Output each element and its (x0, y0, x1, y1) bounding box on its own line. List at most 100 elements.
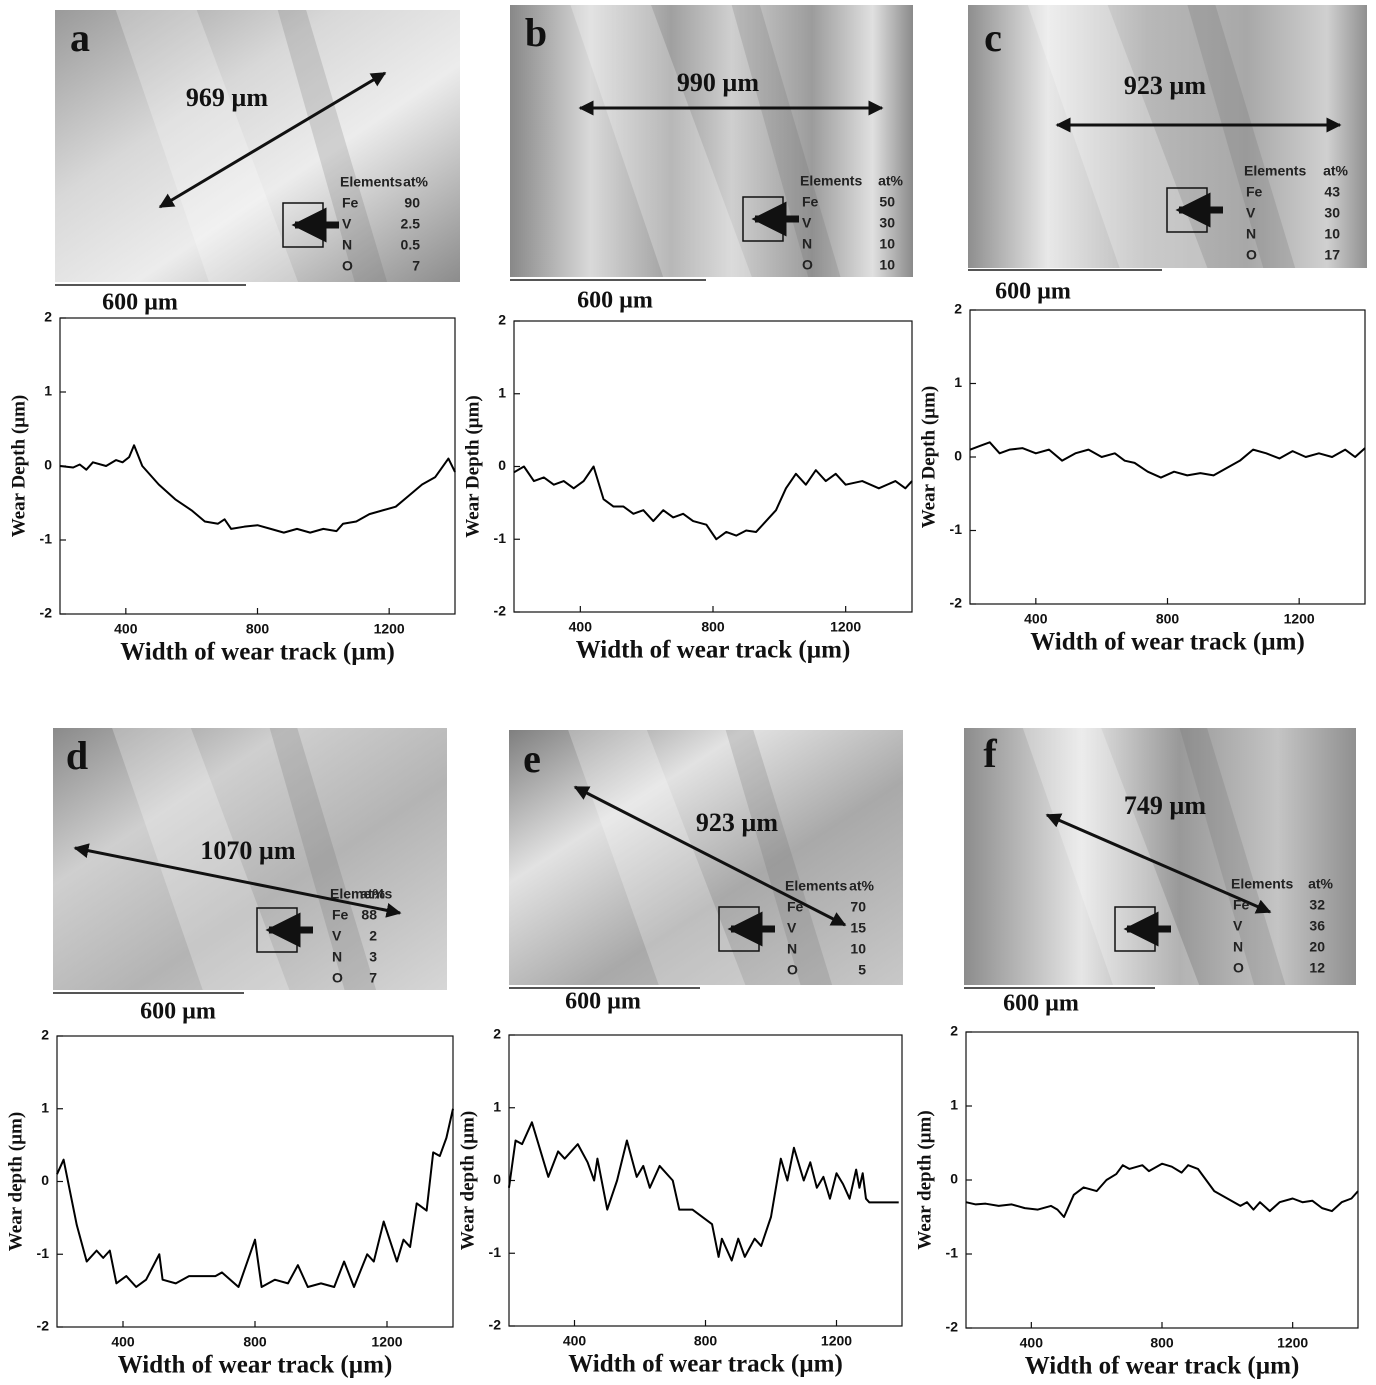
x-tick-label: 400 (1024, 611, 1048, 627)
panel-letter: e (523, 736, 541, 781)
element-percent: 43 (1324, 184, 1340, 200)
y-tick-label: 0 (950, 1171, 958, 1187)
x-tick-label: 800 (1156, 611, 1180, 627)
y-tick-label: 2 (44, 309, 52, 325)
wear-band (570, 5, 752, 277)
element-name: Fe (332, 907, 349, 923)
x-tick-label: 400 (563, 1333, 587, 1349)
x-tick-label: 800 (701, 619, 725, 635)
element-name: V (802, 215, 812, 231)
table-header: at% (849, 878, 874, 894)
element-name: O (332, 970, 343, 986)
y-tick-label: 1 (41, 1099, 49, 1115)
element-name: V (787, 920, 797, 936)
element-percent: 32 (1309, 897, 1325, 913)
panel-letter: c (984, 15, 1002, 60)
x-axis-label: Width of wear track (µm) (576, 637, 851, 664)
track-width: 923 µm (696, 808, 778, 837)
width-arrow (158, 71, 387, 209)
y-tick-label: -2 (946, 1319, 959, 1335)
wear-band (1027, 5, 1208, 268)
x-tick-label: 1200 (821, 1333, 852, 1349)
element-percent: 10 (879, 257, 895, 273)
element-percent: 2 (369, 928, 377, 944)
table-header: Elements (1244, 163, 1306, 179)
track-width: 1070 µm (200, 836, 295, 865)
micrograph (510, 5, 913, 277)
x-tick-label: 1200 (374, 621, 405, 637)
y-tick-label: 0 (498, 457, 506, 473)
y-tick-label: 2 (498, 312, 506, 328)
x-tick-label: 1200 (371, 1334, 402, 1350)
depth-line (513, 465, 913, 541)
x-tick-label: 400 (569, 619, 593, 635)
y-axis-label: Wear depth (µm) (914, 1110, 935, 1249)
y-tick-label: 0 (41, 1172, 49, 1188)
table-header: Elements (340, 174, 402, 190)
x-axis-label: Width of wear track (µm) (1025, 1353, 1300, 1380)
y-tick-label: 1 (498, 384, 506, 400)
element-name: O (1246, 247, 1257, 263)
x-tick-label: 1200 (1277, 1335, 1308, 1351)
scale-label: 600 µm (1003, 991, 1079, 1017)
y-axis-label: Wear Depth (µm) (8, 395, 29, 538)
y-tick-label: 0 (493, 1171, 501, 1187)
track-width: 749 µm (1124, 791, 1206, 820)
element-percent: 7 (412, 258, 420, 274)
element-percent: 0.5 (401, 237, 421, 253)
y-tick-label: -1 (40, 531, 53, 547)
element-name: V (342, 216, 352, 232)
width-arrow (573, 785, 847, 927)
element-name: N (1246, 226, 1256, 242)
panel-letter: b (525, 10, 547, 55)
element-name: N (802, 236, 812, 252)
plot-frame (508, 1034, 903, 1327)
y-tick-label: 2 (954, 301, 962, 317)
wear-band (731, 5, 841, 277)
track-width: 923 µm (1124, 71, 1206, 100)
x-tick-label: 800 (243, 1334, 267, 1350)
wear-band (1187, 5, 1296, 268)
element-percent: 5 (858, 962, 866, 978)
table-header: Elements (800, 173, 862, 189)
y-tick-label: 2 (41, 1027, 49, 1043)
y-tick-label: 1 (493, 1098, 501, 1114)
x-tick-label: 1200 (1284, 611, 1315, 627)
x-tick-label: 400 (111, 1334, 135, 1350)
element-percent: 70 (850, 899, 866, 915)
width-arrow (1045, 813, 1272, 914)
element-percent: 17 (1324, 247, 1340, 263)
element-percent: 7 (369, 970, 377, 986)
y-axis-label: Wear depth (µm) (457, 1111, 478, 1250)
element-percent: 15 (850, 920, 866, 936)
scale-label: 600 µm (102, 290, 178, 316)
y-axis-label: Wear Depth (µm) (462, 395, 483, 538)
y-tick-label: 2 (493, 1026, 501, 1042)
element-percent: 88 (361, 907, 377, 923)
y-axis-label: Wear Depth (µm) (918, 386, 939, 529)
element-name: O (802, 257, 813, 273)
y-tick-label: -1 (946, 1245, 959, 1261)
y-tick-label: -2 (950, 595, 963, 611)
track-width: 969 µm (186, 83, 268, 112)
element-name: O (1233, 960, 1244, 976)
y-tick-label: -2 (494, 603, 507, 619)
element-percent: 10 (879, 236, 895, 252)
plot-frame (965, 1031, 1359, 1329)
track-width: 990 µm (677, 68, 759, 97)
scale-label: 600 µm (995, 279, 1071, 305)
x-axis-label: Width of wear track (µm) (1030, 629, 1305, 656)
y-tick-label: -2 (40, 605, 53, 621)
table-header: at% (1308, 876, 1333, 892)
panel-letter: a (70, 15, 90, 60)
y-tick-label: 1 (954, 374, 962, 390)
element-percent: 10 (1324, 226, 1340, 242)
depth-line (508, 1121, 899, 1262)
table-header: Elements (785, 878, 847, 894)
x-tick-label: 400 (1020, 1335, 1044, 1351)
element-percent: 20 (1309, 939, 1325, 955)
x-axis-label: Width of wear track (µm) (120, 639, 395, 666)
table-header: at% (878, 173, 903, 189)
